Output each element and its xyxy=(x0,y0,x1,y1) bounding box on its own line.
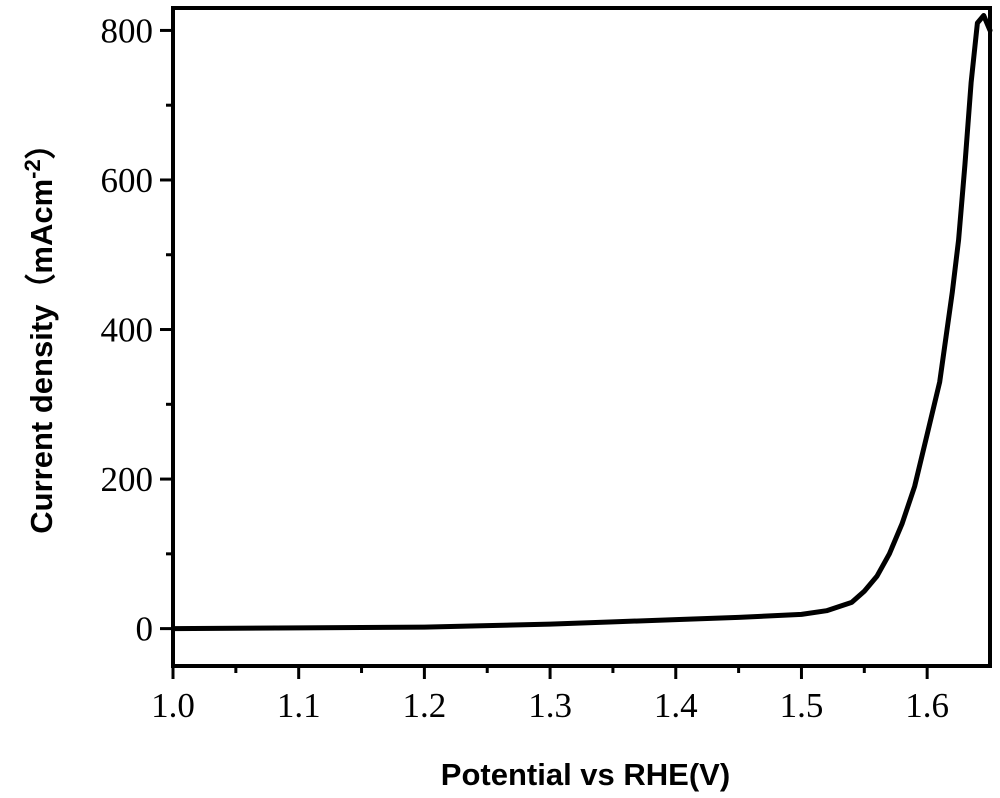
x-tick-label: 1.6 xyxy=(905,686,949,725)
y-axis-title-main: Current density（mAcm xyxy=(24,179,59,534)
x-tick-label: 1.4 xyxy=(654,686,698,725)
y-axis-title-sup: -2 xyxy=(20,159,45,179)
axis-ticks xyxy=(160,30,927,679)
y-tick-label: 600 xyxy=(101,161,154,200)
x-tick-label: 1.2 xyxy=(403,686,447,725)
data-series xyxy=(173,16,990,629)
x-tick-label: 1.0 xyxy=(151,686,195,725)
series-line xyxy=(173,16,990,629)
svg-text:Current density（mAcm-2）: Current density（mAcm-2） xyxy=(20,128,59,533)
x-axis-title: Potential vs RHE(V) xyxy=(441,757,730,792)
y-axis-title: Current density（mAcm-2） xyxy=(20,128,59,533)
plot-frame xyxy=(173,8,990,666)
x-tick-label: 1.3 xyxy=(528,686,572,725)
x-tick-label: 1.5 xyxy=(780,686,824,725)
y-tick-label: 0 xyxy=(136,610,154,649)
y-axis-title-close: ） xyxy=(24,128,59,159)
tick-labels: 1.0 1.1 1.2 1.3 1.4 1.5 1.6 0 200 400 600 800 xyxy=(101,11,950,725)
y-tick-label: 400 xyxy=(101,311,154,350)
y-tick-label: 200 xyxy=(101,460,154,499)
y-tick-label: 800 xyxy=(101,11,154,50)
x-tick-label: 1.1 xyxy=(277,686,321,725)
